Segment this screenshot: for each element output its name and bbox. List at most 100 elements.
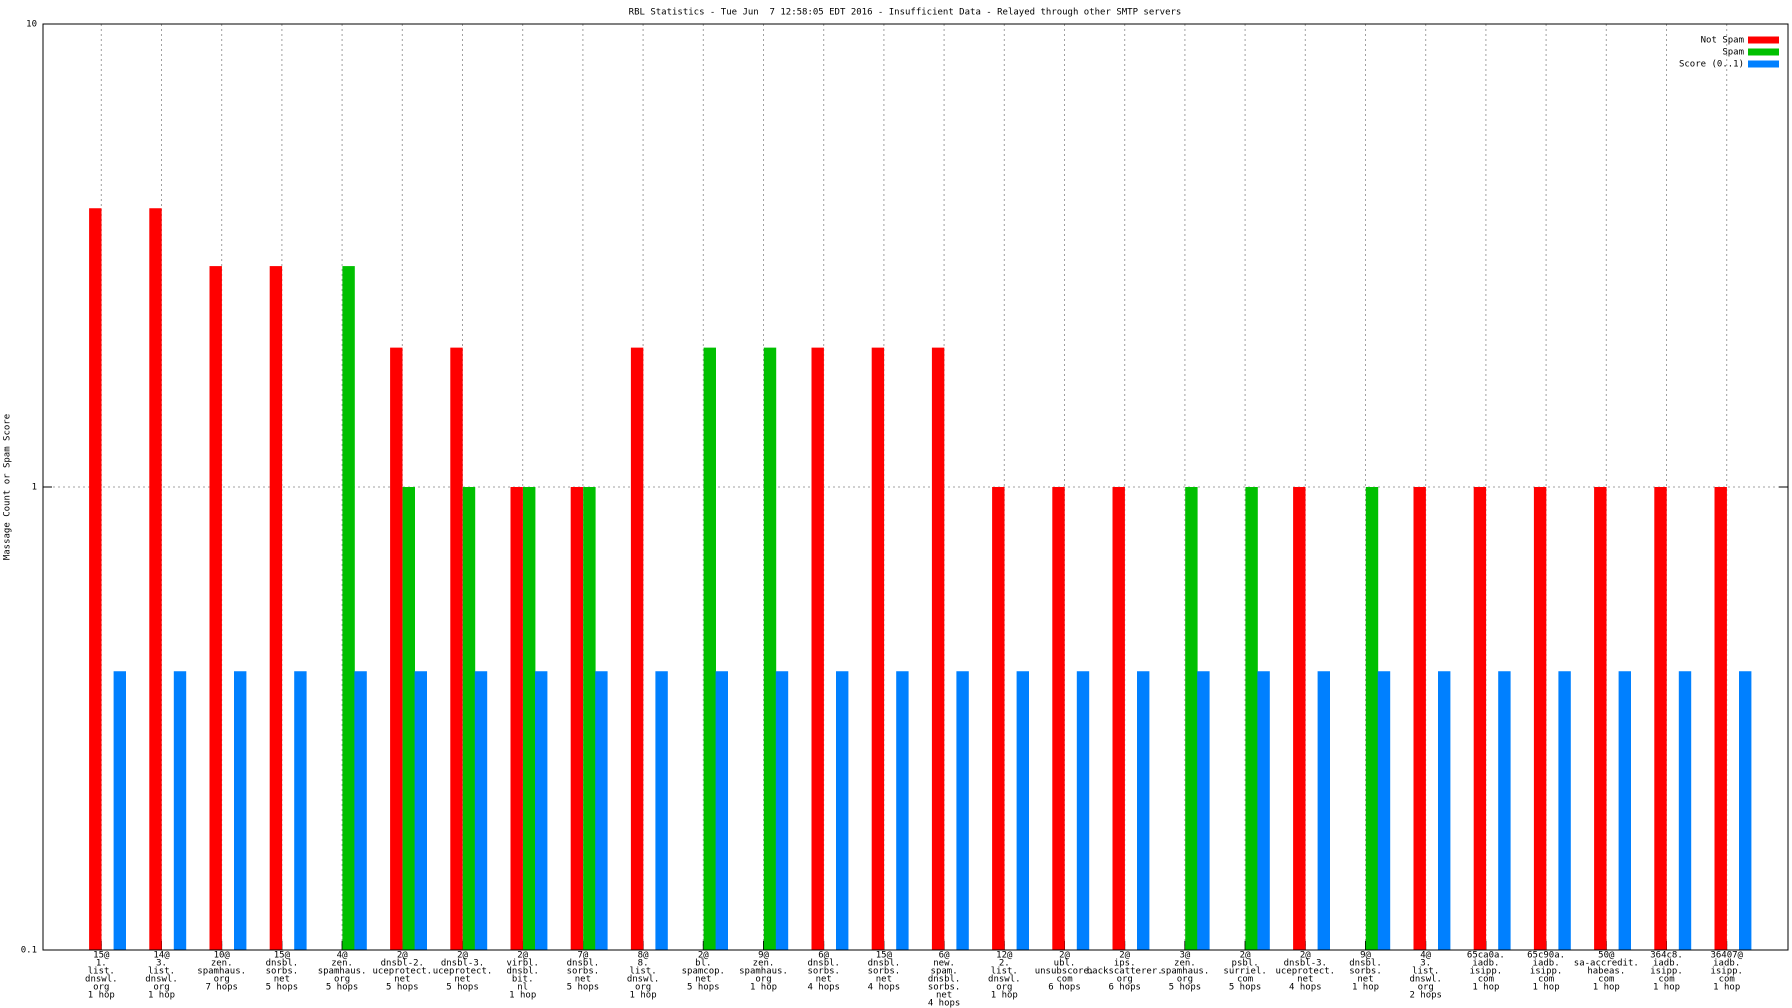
x-tick-label: 2@ <box>1300 951 1311 961</box>
bar <box>655 671 668 950</box>
x-tick-label: 5 hops <box>266 983 299 993</box>
x-tick-label: spamhaus. <box>1161 967 1210 977</box>
x-tick-label: net <box>695 975 711 985</box>
x-tick-label: 2 hops <box>1409 991 1442 1001</box>
x-tick-label: 1. <box>96 959 107 969</box>
x-tick-label: 3@ <box>1179 951 1190 961</box>
bar <box>1245 487 1258 950</box>
x-tick-label: sorbs. <box>807 967 840 977</box>
x-tick-label: sorbs. <box>567 967 600 977</box>
x-tick-label: 7 hops <box>205 983 238 993</box>
x-tick-label: spamhaus. <box>318 967 367 977</box>
x-tick-label: 9@ <box>758 951 769 961</box>
x-tick-label: list. <box>1412 967 1439 977</box>
bar <box>535 671 548 950</box>
x-tick-label: spamhaus. <box>739 967 788 977</box>
x-tick-label: nl <box>517 983 528 993</box>
bar <box>956 671 969 950</box>
x-tick-label: org <box>334 975 350 985</box>
bar <box>390 347 403 950</box>
x-tick-label: 5 hops <box>687 983 720 993</box>
x-tick-label: backscatterer. <box>1087 967 1163 977</box>
bar <box>1052 487 1065 950</box>
bar <box>992 487 1005 950</box>
bar <box>1197 671 1210 950</box>
bar <box>703 347 716 950</box>
bar <box>1498 671 1511 950</box>
bar <box>1594 487 1607 950</box>
bar <box>1413 487 1426 950</box>
x-tick-label: 36407@ <box>1710 951 1743 961</box>
x-tick-label: org <box>1418 983 1434 993</box>
bar <box>354 671 367 950</box>
x-tick-label: org <box>1117 975 1133 985</box>
bar <box>414 671 427 950</box>
x-tick-label: com <box>1598 975 1614 985</box>
bar <box>896 671 909 950</box>
x-tick-label: 364c8. <box>1650 951 1683 961</box>
x-tick-label: 2@ <box>1059 951 1070 961</box>
x-tick-label: isipp. <box>1650 967 1683 977</box>
x-tick-label: 5 hops <box>446 983 479 993</box>
bar <box>811 347 824 950</box>
x-tick-label: 1 hop <box>148 991 175 1001</box>
x-tick-label: 15@ <box>274 951 291 961</box>
x-tick-label: 4 hops <box>1289 983 1322 993</box>
x-tick-label: ips. <box>1114 959 1136 969</box>
bar <box>523 487 536 950</box>
bar <box>1257 671 1270 950</box>
x-tick-label: org <box>996 983 1012 993</box>
x-tick-label: net <box>274 975 290 985</box>
x-tick-label: 4@ <box>1420 951 1431 961</box>
x-tick-label: 2@ <box>457 951 468 961</box>
bar <box>113 671 126 950</box>
x-tick-label: 6@ <box>939 951 950 961</box>
x-tick-label: sorbs. <box>928 983 961 993</box>
bar <box>89 208 102 951</box>
x-tick-label: 2@ <box>397 951 408 961</box>
x-tick-label: 1 hop <box>1713 983 1740 993</box>
x-tick-label: net <box>1357 975 1373 985</box>
x-tick-label: psbl. <box>1232 959 1259 969</box>
x-tick-label: 4 hops <box>928 999 961 1008</box>
x-tick-label: dnsbl. <box>567 959 600 969</box>
x-tick-label: com <box>1056 975 1072 985</box>
bar <box>595 671 608 950</box>
x-tick-label: iadb. <box>1472 959 1499 969</box>
x-tick-label: 1 hop <box>1653 983 1680 993</box>
x-tick-label: 65c90a. <box>1527 951 1565 961</box>
bar <box>209 266 222 950</box>
x-tick-label: com <box>1538 975 1554 985</box>
x-tick-label: 2@ <box>698 951 709 961</box>
x-tick-label: isipp. <box>1470 967 1503 977</box>
bar <box>1365 487 1379 950</box>
x-tick-label: new. <box>933 959 955 969</box>
x-tick-label: 14@ <box>153 951 170 961</box>
x-tick-label: dnsbl-3. <box>1284 959 1327 969</box>
bar <box>1293 487 1306 950</box>
x-tick-label: 1 hop <box>630 991 657 1001</box>
legend-swatch <box>1748 48 1779 56</box>
x-tick-label: 8@ <box>638 951 649 961</box>
x-tick-label: dnsbl. <box>868 959 901 969</box>
x-tick-label: com <box>1237 975 1253 985</box>
bar <box>1112 487 1125 950</box>
x-tick-label: 6 hops <box>1048 983 1081 993</box>
x-tick-label: com <box>1478 975 1494 985</box>
x-tick-label: dnswl. <box>1409 975 1442 985</box>
bar <box>462 487 476 950</box>
x-tick-label: 10@ <box>214 951 231 961</box>
x-tick-label: 12@ <box>996 951 1013 961</box>
x-tick-label: 1 hop <box>1593 983 1620 993</box>
bar <box>149 208 162 951</box>
x-tick-label: zen. <box>331 959 353 969</box>
bar <box>1714 487 1727 950</box>
bar <box>474 671 488 950</box>
x-tick-label: uceprotect. <box>433 967 493 977</box>
x-tick-label: sa-accredit. <box>1574 959 1639 969</box>
x-tick-label: 9@ <box>1360 951 1371 961</box>
x-tick-label: net <box>816 975 832 985</box>
bar <box>510 487 523 950</box>
y-tick-label: 10 <box>26 20 37 30</box>
